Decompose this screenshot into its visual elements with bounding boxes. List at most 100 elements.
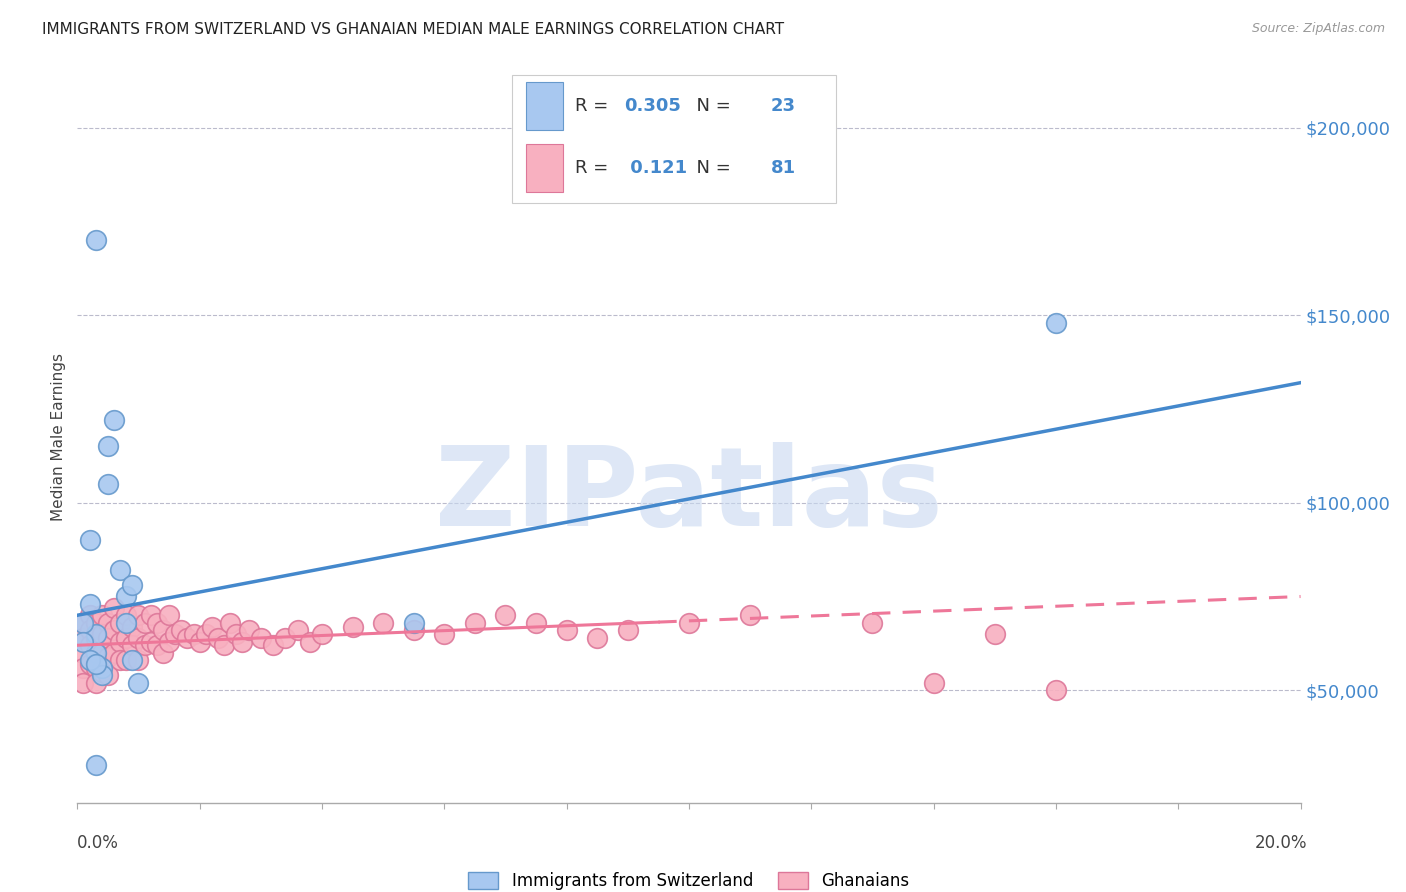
Point (115, 631, 138, 645)
Text: R =: R = (575, 159, 614, 177)
Point (121, 653, 143, 667)
Point (108, 563, 131, 577)
Point (139, 634, 162, 648)
Point (121, 578, 143, 592)
Point (108, 634, 131, 648)
Point (1045, 683, 1067, 698)
Point (170, 624, 193, 638)
Point (433, 627, 456, 641)
Point (79, 638, 101, 652)
Text: N =: N = (685, 96, 737, 115)
Point (90, 627, 112, 641)
Point (402, 615, 425, 630)
Point (298, 634, 321, 648)
Point (678, 615, 700, 630)
Point (740, 608, 762, 623)
Point (115, 590, 138, 604)
Point (90, 661, 112, 675)
Point (103, 600, 125, 615)
Point (108, 653, 131, 667)
Point (287, 624, 309, 638)
Point (84, 657, 107, 671)
Point (84, 631, 107, 645)
Point (225, 627, 247, 641)
Point (984, 627, 1007, 641)
Point (464, 615, 486, 630)
Point (194, 627, 217, 641)
Point (157, 634, 180, 648)
Point (219, 615, 242, 630)
Point (84, 646, 107, 660)
Point (152, 624, 174, 638)
Point (90, 646, 112, 660)
Point (157, 608, 180, 623)
Point (586, 631, 609, 645)
FancyBboxPatch shape (526, 82, 562, 129)
Point (617, 624, 640, 638)
FancyBboxPatch shape (512, 75, 835, 203)
Point (402, 624, 425, 638)
Point (127, 608, 149, 623)
Point (97, 440, 120, 454)
Point (79, 533, 101, 548)
Point (97, 477, 120, 491)
Point (79, 597, 101, 611)
Point (103, 646, 125, 660)
Point (250, 631, 273, 645)
Point (115, 653, 138, 667)
Point (84, 627, 107, 641)
Point (97, 649, 120, 664)
Point (121, 619, 143, 633)
Text: 0.305: 0.305 (624, 96, 681, 115)
Text: 81: 81 (770, 159, 796, 177)
Point (212, 638, 235, 652)
Point (262, 638, 284, 652)
Point (165, 627, 187, 641)
Point (90, 608, 112, 623)
Text: R =: R = (575, 96, 614, 115)
Point (146, 638, 169, 652)
Text: 0.0%: 0.0% (77, 834, 120, 852)
Text: Source: ZipAtlas.com: Source: ZipAtlas.com (1251, 22, 1385, 36)
Point (862, 615, 884, 630)
Point (1045, 316, 1067, 330)
Point (115, 608, 138, 623)
FancyBboxPatch shape (526, 145, 562, 192)
Point (97, 668, 120, 682)
Point (134, 615, 156, 630)
Point (72, 634, 94, 648)
Point (72, 615, 94, 630)
Text: 23: 23 (770, 96, 796, 115)
Point (108, 615, 131, 630)
Point (922, 675, 945, 690)
Point (231, 634, 253, 648)
Point (127, 675, 149, 690)
Point (146, 615, 169, 630)
Point (152, 646, 174, 660)
Legend: Immigrants from Switzerland, Ghanaians: Immigrants from Switzerland, Ghanaians (461, 865, 917, 892)
Text: IMMIGRANTS FROM SWITZERLAND VS GHANAIAN MEDIAN MALE EARNINGS CORRELATION CHART: IMMIGRANTS FROM SWITZERLAND VS GHANAIAN … (42, 22, 785, 37)
Point (176, 631, 198, 645)
Point (84, 615, 107, 630)
Point (72, 675, 94, 690)
Text: 20.0%: 20.0% (1256, 834, 1308, 852)
Point (371, 615, 394, 630)
Point (121, 638, 143, 652)
Text: N =: N = (685, 159, 737, 177)
Point (97, 615, 120, 630)
Point (127, 653, 149, 667)
Text: 0.121: 0.121 (624, 159, 688, 177)
Point (90, 665, 112, 679)
Point (115, 615, 138, 630)
Point (495, 608, 517, 623)
Point (134, 638, 156, 652)
Point (84, 661, 107, 675)
Point (79, 624, 101, 638)
Point (238, 624, 260, 638)
Point (127, 631, 149, 645)
Point (79, 653, 101, 667)
Point (72, 661, 94, 675)
Point (84, 646, 107, 660)
Point (524, 615, 547, 630)
Y-axis label: Median Male Earnings: Median Male Earnings (51, 353, 66, 521)
